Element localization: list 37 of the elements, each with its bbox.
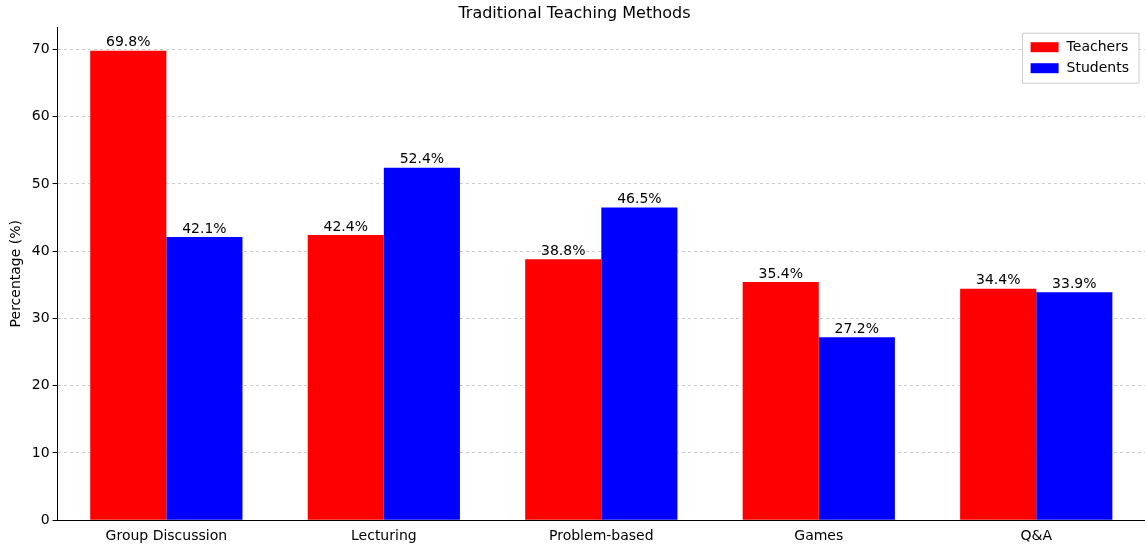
- y-tick-label: 60: [31, 107, 50, 124]
- bar: [383, 167, 460, 520]
- chart-title: Traditional Teaching Methods: [457, 2, 691, 22]
- data-label: 46.5%: [617, 190, 662, 207]
- bar: [960, 288, 1037, 520]
- bar: [525, 259, 602, 520]
- x-tick-label: Group Discussion: [105, 527, 228, 544]
- data-label: 42.1%: [182, 219, 227, 236]
- x-tick-label: Problem-based: [549, 527, 654, 544]
- y-tick-label: 30: [31, 309, 50, 326]
- x-tick-label: Q&A: [1020, 527, 1053, 544]
- bar: [818, 337, 895, 520]
- data-label: 34.4%: [975, 271, 1021, 288]
- x-tick-label: Games: [794, 527, 844, 544]
- bar: [90, 50, 167, 520]
- data-label: 69.8%: [106, 33, 151, 50]
- data-label: 33.9%: [1052, 274, 1097, 291]
- y-tick-label: 20: [31, 376, 50, 393]
- bar: [601, 207, 678, 520]
- y-tick-label: 0: [40, 510, 50, 527]
- data-label: 35.4%: [758, 264, 803, 281]
- legend-label: Students: [1066, 58, 1129, 75]
- data-label: 42.4%: [323, 217, 369, 234]
- y-axis-title: Percentage (%): [7, 219, 24, 328]
- x-tick-label: Lecturing: [351, 527, 417, 544]
- bar: [1036, 292, 1113, 520]
- bar: [742, 282, 819, 520]
- data-label: 52.4%: [399, 150, 445, 167]
- y-tick-label: 40: [31, 241, 50, 258]
- bar: [166, 237, 243, 520]
- bar: [307, 235, 384, 520]
- y-tick-label: 70: [31, 40, 50, 57]
- legend-label: Teachers: [1065, 37, 1129, 54]
- y-tick-label: 50: [31, 174, 50, 191]
- data-label: 27.2%: [834, 319, 880, 336]
- y-tick-label: 10: [31, 443, 50, 460]
- data-label: 38.8%: [541, 241, 586, 258]
